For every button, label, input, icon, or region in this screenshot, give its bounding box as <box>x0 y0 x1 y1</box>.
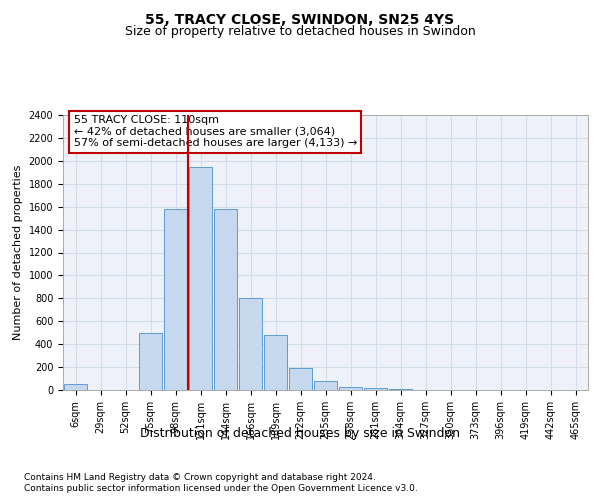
Text: 55, TRACY CLOSE, SWINDON, SN25 4YS: 55, TRACY CLOSE, SWINDON, SN25 4YS <box>145 12 455 26</box>
Bar <box>389 389 412 390</box>
Bar <box>64 384 88 390</box>
Bar <box>139 332 163 390</box>
Bar <box>188 166 212 390</box>
Y-axis label: Number of detached properties: Number of detached properties <box>13 165 23 340</box>
Text: Size of property relative to detached houses in Swindon: Size of property relative to detached ho… <box>125 25 475 38</box>
Bar <box>214 209 238 390</box>
Text: Distribution of detached houses by size in Swindon: Distribution of detached houses by size … <box>140 428 460 440</box>
Text: 55 TRACY CLOSE: 110sqm
← 42% of detached houses are smaller (3,064)
57% of semi-: 55 TRACY CLOSE: 110sqm ← 42% of detached… <box>74 115 357 148</box>
Bar <box>314 381 337 390</box>
Text: Contains public sector information licensed under the Open Government Licence v3: Contains public sector information licen… <box>24 484 418 493</box>
Bar <box>263 335 287 390</box>
Bar <box>289 368 313 390</box>
Bar <box>364 388 388 390</box>
Text: Contains HM Land Registry data © Crown copyright and database right 2024.: Contains HM Land Registry data © Crown c… <box>24 472 376 482</box>
Bar <box>338 386 362 390</box>
Bar <box>164 209 187 390</box>
Bar <box>239 298 262 390</box>
